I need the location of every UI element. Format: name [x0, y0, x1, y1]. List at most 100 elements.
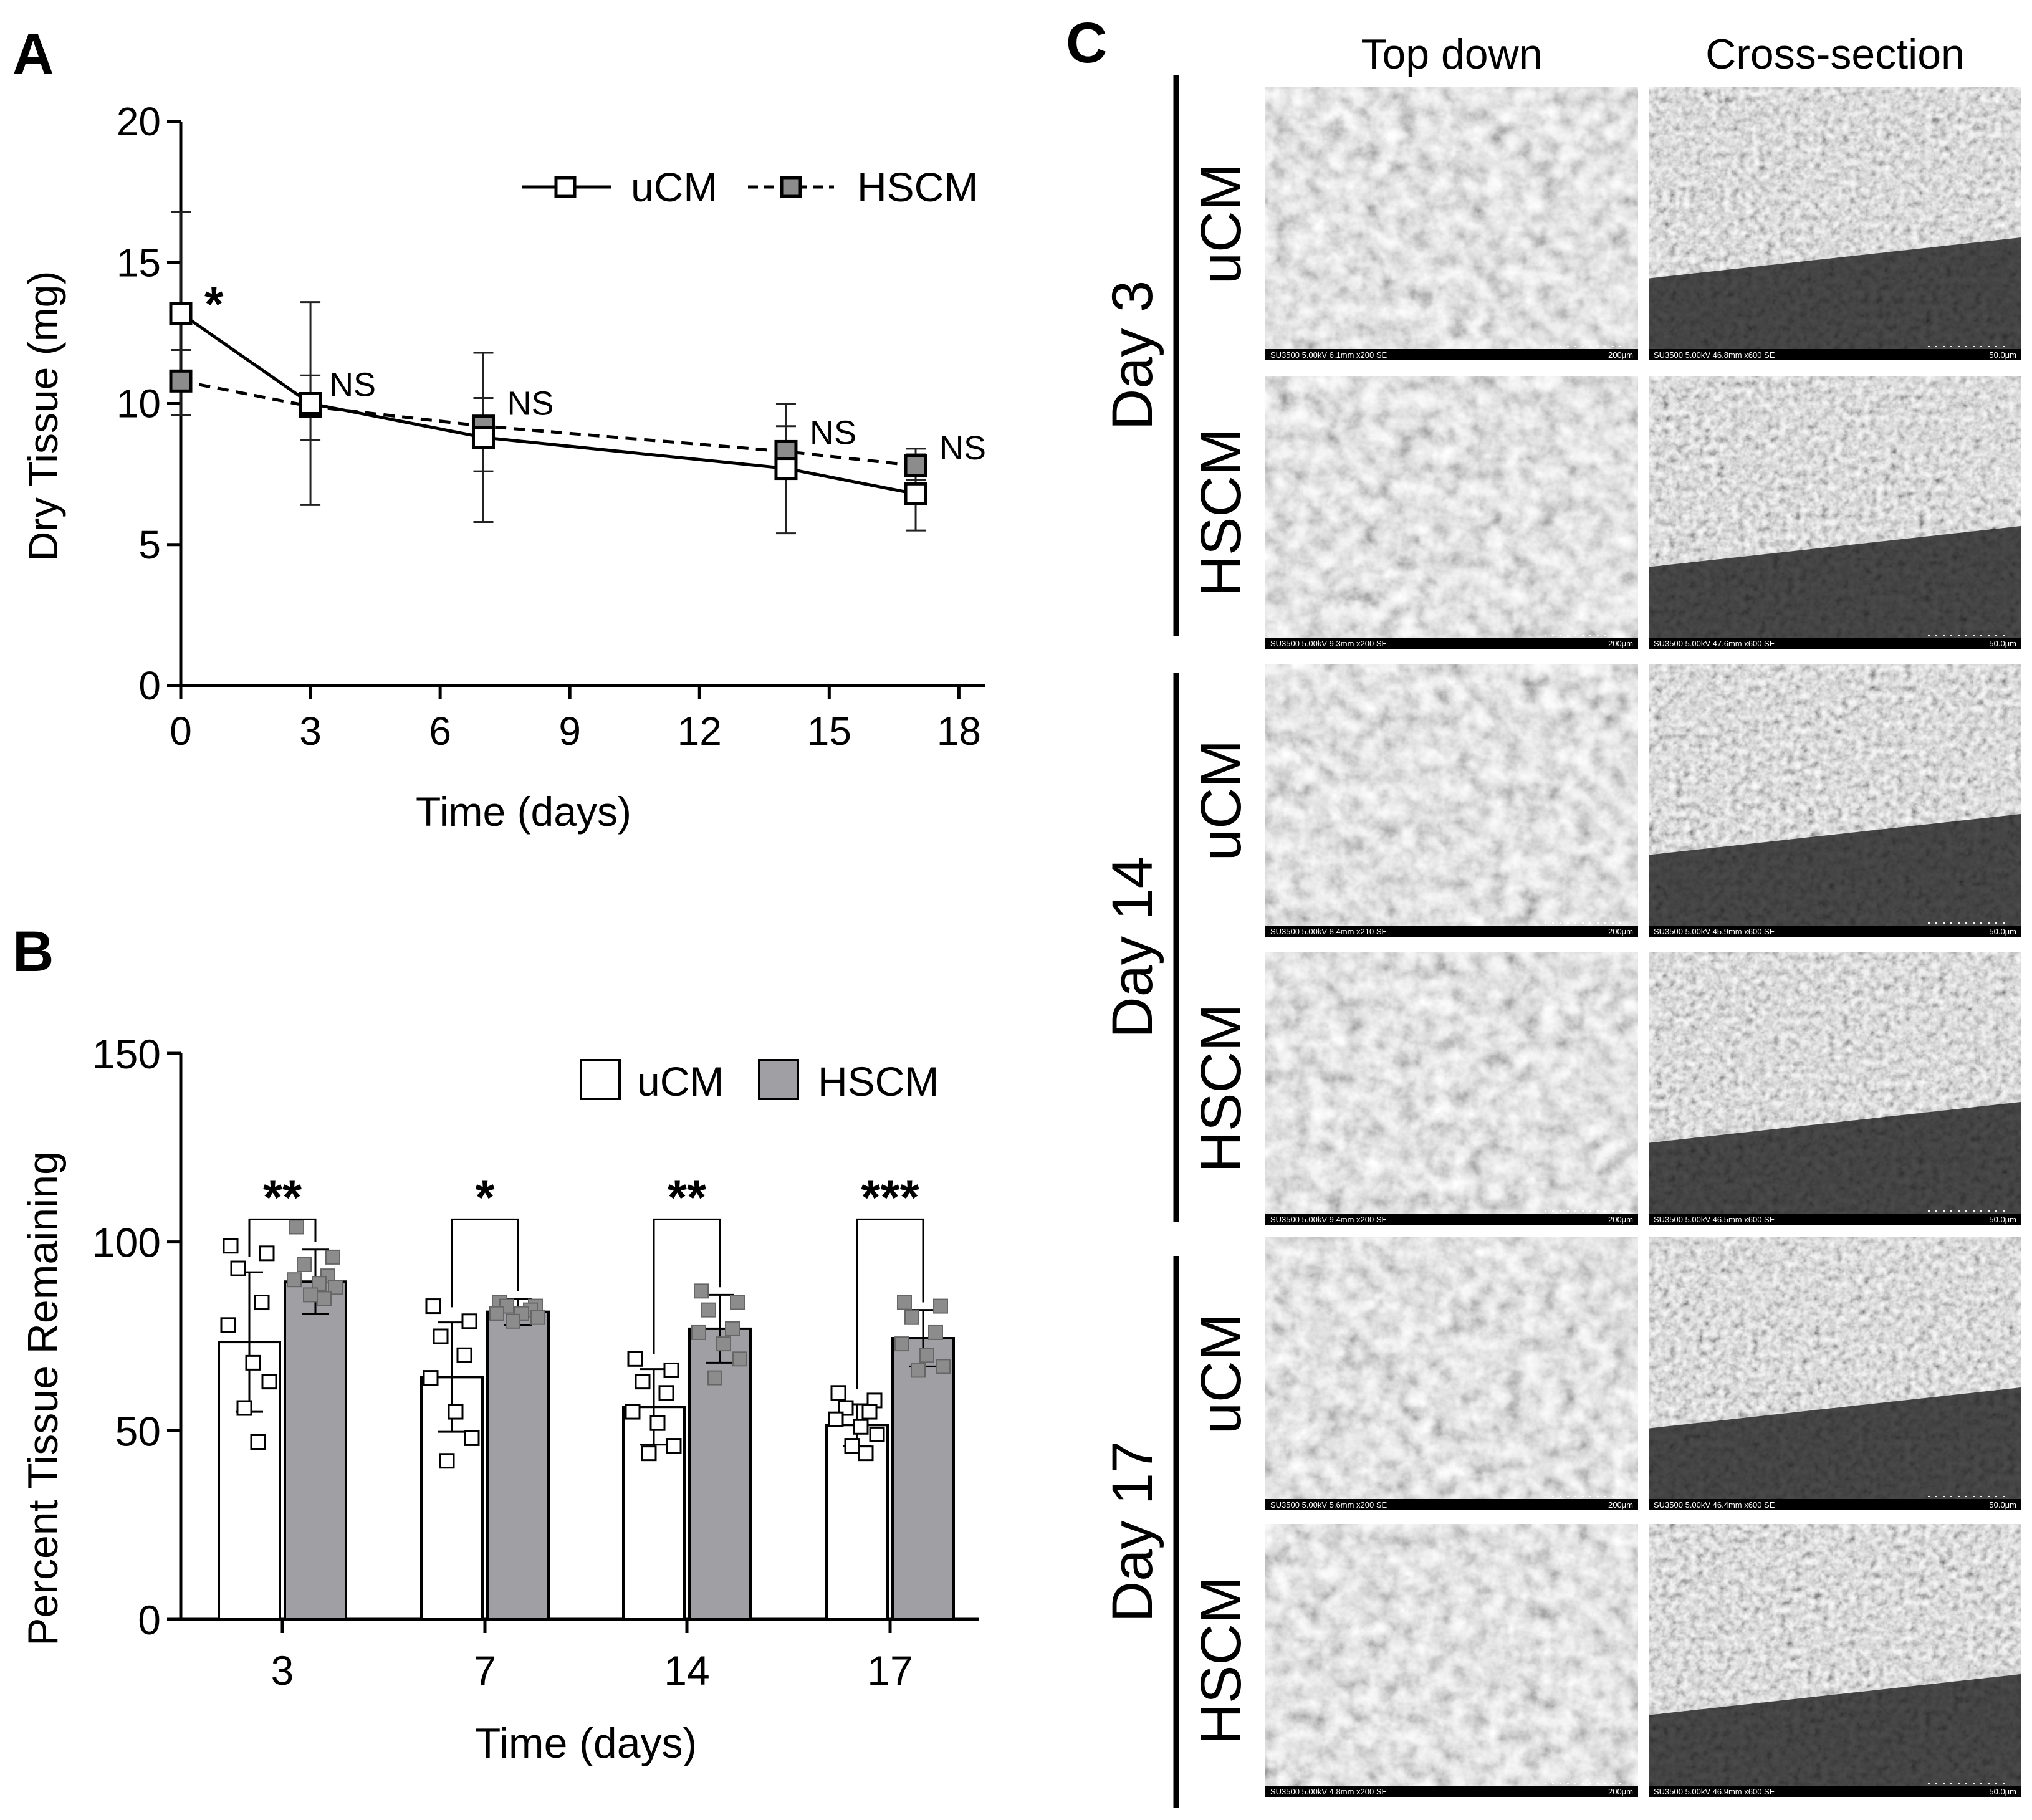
sem-image-texture [1265, 376, 1638, 649]
y-axis-label: Dry Tissue (mg) [20, 271, 66, 562]
point-uCM [858, 1445, 874, 1462]
bar-uCM [825, 1424, 889, 1621]
x-tick-label: 7 [474, 1647, 497, 1693]
point-HSCM [325, 1249, 340, 1265]
ns-label: NS [810, 414, 856, 451]
sem-image: SU3500 5.00kV 46.4mm x600 SE 50.0μm [1649, 1237, 2021, 1510]
x-tick-label: 17 [867, 1647, 913, 1693]
point-uCM [853, 1419, 869, 1435]
point-uCM [869, 1426, 885, 1442]
point-uCM [838, 1400, 854, 1416]
point-HSCM [897, 1295, 912, 1310]
significance-label: ** [668, 1169, 707, 1225]
point-HSCM [691, 1324, 706, 1340]
x-tick-label: 0 [170, 709, 192, 754]
sem-image: SU3500 5.00kV 8.4mm x210 SE 200μm [1265, 664, 1638, 937]
sem-info-bar [1649, 638, 2021, 649]
sem-image-background [1649, 525, 2021, 649]
sem-image-background [1649, 237, 2021, 360]
ns-label: NS [329, 366, 376, 404]
sem-image-background [1649, 1674, 2021, 1797]
point-HSCM [489, 1306, 504, 1321]
data-point-uCM [169, 302, 193, 325]
sem-image: SU3500 5.00kV 46.9mm x600 SE 50.0μm [1649, 1524, 2021, 1797]
y-tick-label: 0 [138, 1597, 161, 1643]
column-header-cross-section: Cross-section [1705, 31, 1965, 78]
point-HSCM [530, 1310, 545, 1325]
point-uCM [439, 1453, 455, 1469]
x-tick-label: 14 [664, 1647, 709, 1693]
sem-scale-bar-label: 50.0μm [1989, 1787, 2016, 1796]
point-uCM [425, 1298, 441, 1315]
point-HSCM [732, 1351, 747, 1367]
sem-info-bar [1265, 1786, 1638, 1797]
x-tick-label: 12 [678, 709, 722, 754]
x-tick-label: 3 [299, 709, 322, 754]
point-HSCM [725, 1321, 740, 1336]
sem-image-texture [1265, 664, 1638, 937]
panel-a-letter: A [12, 22, 54, 86]
point-uCM [861, 1404, 878, 1420]
sem-info-bar [1649, 926, 2021, 937]
sem-image: SU3500 5.00kV 6.1mm x200 SE 200μm [1265, 87, 1638, 360]
point-uCM [663, 1362, 679, 1378]
point-uCM [635, 1374, 651, 1390]
sem-info-bar [1265, 926, 1638, 937]
x-tick-label: 9 [558, 709, 581, 754]
significance-star: * [204, 277, 224, 332]
point-uCM [844, 1438, 860, 1454]
sem-image: SU3500 5.00kV 9.4mm x200 SE 200μm [1265, 952, 1638, 1225]
sem-image-texture [1265, 1524, 1638, 1797]
point-HSCM [694, 1283, 709, 1299]
legend-label-HSCM: HSCM [818, 1058, 939, 1104]
significance-bracket [248, 1218, 317, 1257]
point-uCM [236, 1400, 252, 1416]
x-axis-label: Time (days) [416, 788, 631, 835]
sem-image-texture [1265, 87, 1638, 360]
point-uCM [230, 1260, 246, 1276]
x-tick-label: 3 [271, 1647, 294, 1693]
sem-scale-bar-label: 50.0μm [1989, 1500, 2016, 1510]
sem-metadata: SU3500 5.00kV 5.6mm x200 SE [1270, 1500, 1387, 1510]
point-HSCM [312, 1276, 327, 1291]
point-uCM [461, 1313, 477, 1329]
bar-HSCM [891, 1337, 955, 1621]
point-uCM [658, 1385, 674, 1401]
column-header-top-down: Top down [1361, 31, 1542, 78]
point-HSCM [730, 1295, 745, 1310]
point-uCM [433, 1328, 449, 1344]
point-HSCM [919, 1348, 934, 1363]
y-tick-label: 100 [92, 1220, 161, 1266]
panel-b-letter: B [12, 920, 54, 984]
sem-info-bar [1649, 349, 2021, 360]
day-label: Day 14 [1101, 856, 1164, 1038]
point-uCM [261, 1374, 277, 1390]
sem-image: SU3500 5.00kV 46.5mm x600 SE 50.0μm [1649, 952, 2021, 1225]
sem-info-bar [1649, 1499, 2021, 1510]
sem-scale-bar-label: 200μm [1608, 350, 1633, 360]
point-uCM [666, 1438, 682, 1454]
y-tick-label: 50 [115, 1408, 161, 1454]
row-label-uCM: uCM [1189, 740, 1253, 861]
point-uCM [456, 1347, 472, 1363]
sem-metadata: SU3500 5.00kV 9.3mm x200 SE [1270, 639, 1387, 648]
x-axis-label: Time (days) [475, 1720, 697, 1767]
point-HSCM [911, 1363, 926, 1378]
point-HSCM [506, 1313, 520, 1329]
x-tick-label: 18 [937, 709, 981, 754]
sem-scale-bar-label: 200μm [1608, 927, 1633, 936]
bar-HSCM [486, 1310, 550, 1621]
point-HSCM [716, 1336, 731, 1352]
data-point-HSCM [169, 369, 193, 393]
point-uCM [245, 1354, 261, 1371]
point-HSCM [894, 1336, 909, 1352]
panel-b-bar-chart: B 0 50 100 150 3 7 14 17 Time (days) Percent Tiss… [12, 920, 979, 1767]
sem-scale-bar-label: 200μm [1608, 1787, 1633, 1796]
legend-label-uCM: uCM [631, 164, 717, 210]
sem-info-bar [1265, 1214, 1638, 1225]
point-uCM [220, 1317, 236, 1333]
sem-metadata: SU3500 5.00kV 46.5mm x600 SE [1654, 1215, 1775, 1224]
sem-image-background [1649, 1387, 2021, 1510]
point-uCM [254, 1295, 270, 1311]
legend-marker-HSCM [780, 176, 802, 198]
